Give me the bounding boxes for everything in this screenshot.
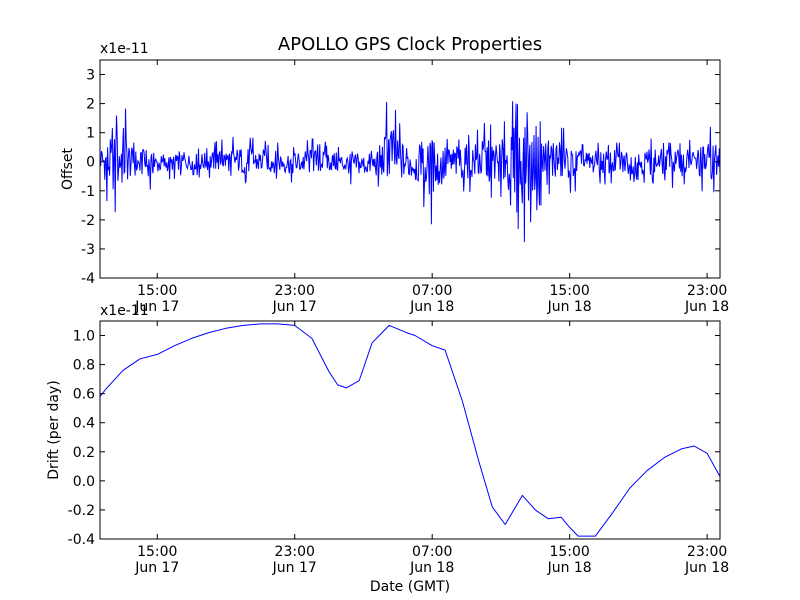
drift-y-tick-label: 0.2 [73, 445, 95, 461]
drift-y-tick-label: 0.4 [73, 416, 95, 432]
offset-y-tick-label: 1 [86, 126, 95, 142]
drift-series-line [99, 323, 721, 537]
offset-y-tick-label: 2 [86, 97, 95, 113]
drift-x-tick-date: Jun 17 [134, 560, 179, 576]
offset-x-tick-time: 23:00 [275, 283, 315, 299]
drift-y-tick-label: 1.0 [73, 329, 95, 345]
offset-x-tick-time: 23:00 [687, 283, 727, 299]
offset-x-tick-date: Jun 18 [547, 299, 592, 315]
drift-y-tick-label: 0.0 [73, 474, 95, 490]
offset-x-tick-date: Jun 18 [409, 299, 454, 315]
offset-x-tick-date: Jun 17 [272, 299, 317, 315]
drift-x-tick-time: 07:00 [412, 544, 452, 560]
drift-series-group [99, 323, 721, 537]
drift-y-tick-label: 0.8 [73, 358, 95, 374]
drift-x-tick-time: 23:00 [275, 544, 315, 560]
chart-title: APOLLO GPS Clock Properties [278, 34, 542, 55]
offset-panel: APOLLO GPS Clock Properties x1e-11 Offse… [60, 34, 729, 315]
drift-y-tick-label: -0.4 [68, 532, 95, 548]
offset-y-tick-label: 0 [86, 155, 95, 171]
drift-x-tick-date: Jun 17 [272, 560, 317, 576]
drift-x-tick-date: Jun 18 [547, 560, 592, 576]
offset-x-tick-date: Jun 17 [134, 299, 179, 315]
drift-x-tick-date: Jun 18 [409, 560, 454, 576]
offset-x-tick-time: 07:00 [412, 283, 452, 299]
drift-x-tick-time: 15:00 [137, 544, 177, 560]
drift-y-multiplier: x1e-11 [100, 303, 149, 319]
drift-x-tick-time: 15:00 [549, 544, 589, 560]
drift-y-tick-label: 0.6 [73, 387, 95, 403]
offset-y-multiplier: x1e-11 [100, 41, 149, 57]
drift-x-tick-time: 23:00 [687, 544, 727, 560]
offset-x-tick-date: Jun 18 [684, 299, 729, 315]
drift-x-tick-date: Jun 18 [684, 560, 729, 576]
offset-y-tick-label: -3 [81, 242, 95, 258]
offset-plot-frame [99, 59, 721, 279]
offset-x-tick-time: 15:00 [549, 283, 589, 299]
drift-y-axis-label: Drift (per day) [46, 380, 62, 479]
drift-panel: x1e-11 Drift (per day) Date (GMT) 1.0 0.8… [46, 303, 729, 595]
drift-plot-frame [99, 320, 721, 540]
offset-y-tick-label: 3 [86, 68, 95, 84]
offset-series-group [99, 101, 721, 243]
offset-series-line [99, 101, 721, 243]
drift-y-tick-label: -0.2 [68, 503, 95, 519]
offset-y-tick-label: -1 [81, 184, 95, 200]
offset-y-tick-label: -4 [81, 271, 95, 287]
offset-y-axis-label: Offset [60, 147, 76, 190]
drift-x-axis-label: Date (GMT) [370, 579, 450, 595]
offset-x-tick-time: 15:00 [137, 283, 177, 299]
offset-y-tick-label: -2 [81, 213, 95, 229]
